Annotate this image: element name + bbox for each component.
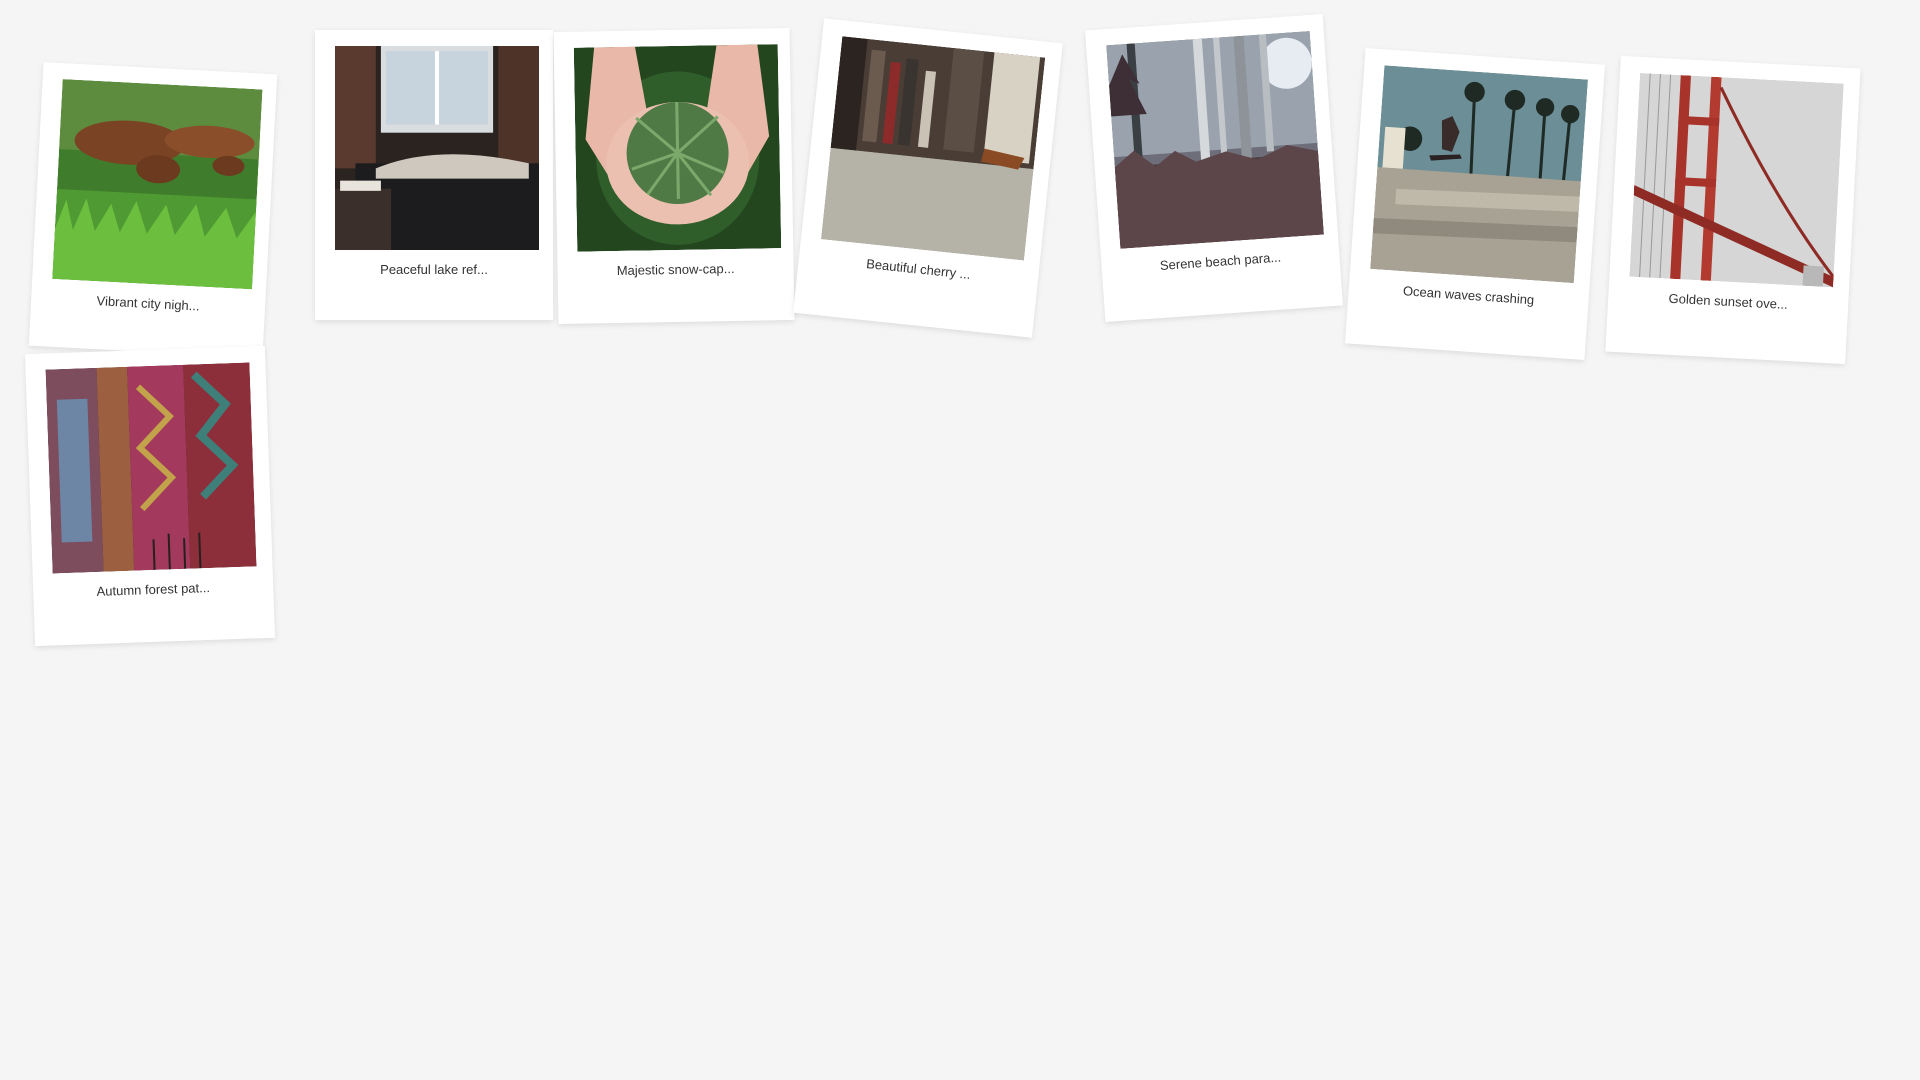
photo-caption: Golden sunset ove... <box>1668 290 1789 312</box>
photo-image-2 <box>335 46 539 250</box>
photo-caption: Ocean waves crashing <box>1402 283 1535 308</box>
pine-sprigs-hands-image <box>573 44 782 252</box>
photo-caption: Majestic snow-cap... <box>616 260 735 279</box>
photo-card-6[interactable]: Ocean waves crashing <box>1344 47 1606 361</box>
photo-card-4[interactable]: Beautiful cherry ... <box>793 18 1063 338</box>
street-crowd-image <box>821 36 1046 261</box>
photo-caption: Serene beach para... <box>1159 249 1282 273</box>
knit-blankets-image <box>45 362 257 574</box>
photo-caption: Vibrant city nigh... <box>96 293 200 314</box>
photo-image-7 <box>1629 72 1844 288</box>
dogs-on-grass-image <box>52 79 263 290</box>
photo-card-5[interactable]: Serene beach para... <box>1085 14 1343 322</box>
photo-image-5 <box>1106 30 1324 249</box>
photo-card-3[interactable]: Majestic snow-cap... <box>553 27 795 325</box>
photo-image-6 <box>1370 65 1588 284</box>
photo-image-1 <box>52 79 263 290</box>
photo-caption: Autumn forest pat... <box>96 579 211 599</box>
photo-card-2[interactable]: Peaceful lake ref... <box>315 30 553 320</box>
photo-image-8 <box>45 362 257 574</box>
photo-image-3 <box>573 44 782 252</box>
skateboarder-palms-image <box>1370 65 1588 284</box>
photo-caption: Peaceful lake ref... <box>380 262 488 277</box>
misty-forest-image <box>1106 30 1324 249</box>
photo-image-4 <box>821 36 1046 261</box>
photo-card-7[interactable]: Golden sunset ove... <box>1605 55 1861 365</box>
couch-by-window-image <box>335 46 539 250</box>
photo-card-8[interactable]: Autumn forest pat... <box>24 345 276 647</box>
golden-gate-bridge-image <box>1629 72 1844 288</box>
photo-card-1[interactable]: Vibrant city nigh... <box>28 62 278 358</box>
